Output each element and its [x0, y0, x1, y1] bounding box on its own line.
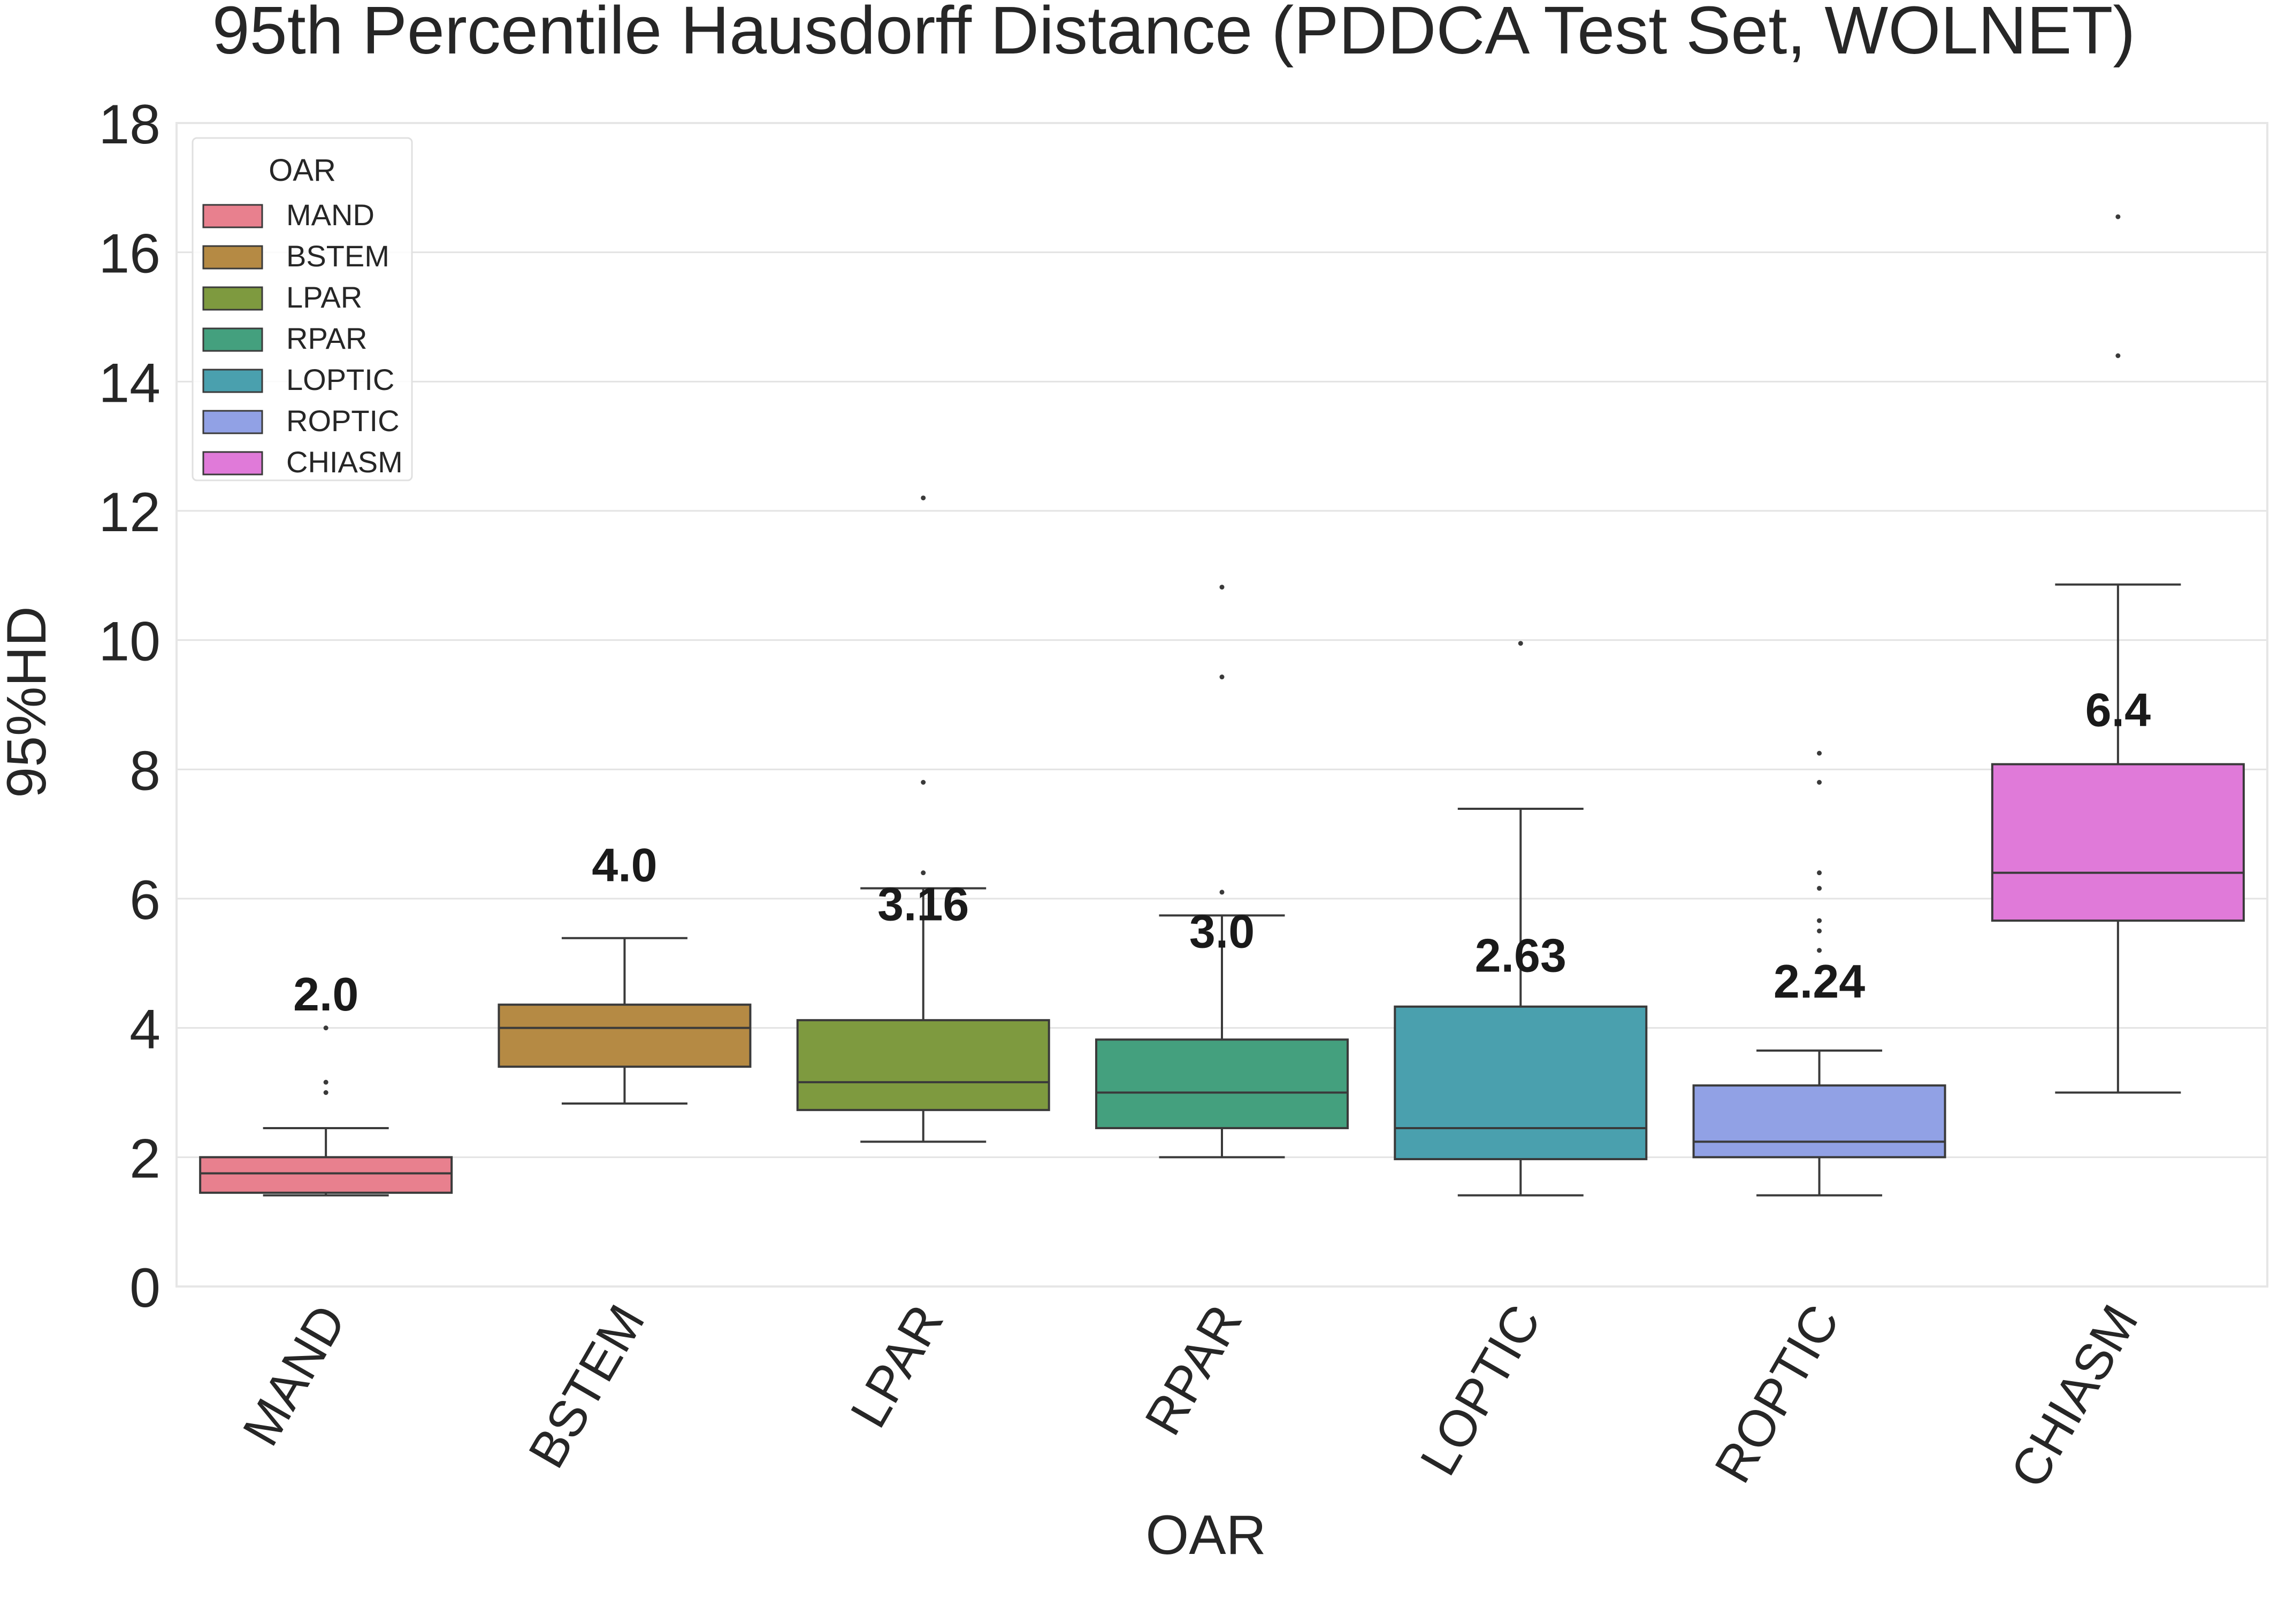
legend-label: LPAR	[286, 280, 362, 314]
outlier-point	[1817, 918, 1822, 923]
legend-swatch	[202, 327, 263, 352]
outlier-point	[921, 870, 926, 876]
boxes: 2.0 4.0 3.16 3.0 2.63 2.24 6.4	[199, 214, 2245, 1197]
median-label: 2.24	[1774, 955, 1865, 1008]
y-tick-label: 8	[129, 740, 160, 802]
box-group: 2.24	[1692, 750, 1946, 1197]
median-label: 2.63	[1475, 929, 1566, 982]
legend-swatch	[202, 245, 263, 270]
box-group: 2.0	[199, 968, 453, 1197]
legend-swatch	[202, 369, 263, 393]
box-iqr	[796, 1019, 1050, 1112]
median-label: 6.4	[2085, 684, 2151, 737]
x-axis-label: OAR	[1145, 1504, 1266, 1566]
box-iqr	[498, 1003, 752, 1068]
median-label: 4.0	[592, 839, 657, 892]
legend-label: MAND	[286, 198, 374, 232]
box-group: 6.4	[1991, 214, 2245, 1094]
outlier-point	[1817, 870, 1822, 876]
outlier-point	[323, 1090, 328, 1095]
box-iqr	[1991, 763, 2245, 922]
outlier-point	[921, 495, 926, 501]
box-iqr	[1095, 1038, 1349, 1129]
box-group: 3.0	[1095, 585, 1349, 1159]
legend-swatch	[202, 286, 263, 311]
legend-swatch	[202, 410, 263, 434]
median-label: 2.0	[293, 968, 358, 1021]
y-tick-label: 0	[129, 1257, 160, 1319]
outlier-point	[1219, 675, 1225, 680]
outlier-point	[1219, 585, 1225, 590]
outlier-point	[1219, 890, 1225, 895]
median-label: 3.0	[1189, 905, 1255, 957]
box-iqr	[199, 1156, 453, 1194]
outlier-point	[1817, 750, 1822, 756]
outlier-point	[2115, 214, 2121, 219]
outlier-point	[1817, 780, 1822, 785]
y-tick-labels: 0 2 4 6 8 10 12 14 16 18	[98, 94, 160, 1319]
legend-label: LOPTIC	[286, 363, 394, 396]
y-tick-label: 18	[98, 94, 160, 156]
y-tick-label: 12	[98, 481, 160, 543]
legend-swatch	[202, 204, 263, 228]
outlier-point	[1518, 641, 1523, 646]
legend-label: BSTEM	[286, 239, 389, 273]
y-tick-label: 4	[129, 999, 160, 1061]
legend-label: RPAR	[286, 321, 367, 355]
outlier-point	[1817, 948, 1822, 953]
plot-frame	[175, 122, 2268, 1288]
outlier-point	[1817, 928, 1822, 933]
box-group: 2.63	[1394, 641, 1648, 1197]
chart-title: 95th Percentile Hausdorff Distance (PDDC…	[212, 0, 2136, 68]
outlier-point	[323, 1079, 328, 1085]
legend-items: MAND BSTEM LPAR RPAR LOPTIC ROPTIC CHIASM	[202, 198, 403, 479]
y-axis-label: 95%HD	[0, 606, 58, 798]
outlier-point	[2115, 353, 2121, 358]
y-tick-label: 14	[98, 352, 160, 414]
y-tick-label: 10	[98, 611, 160, 673]
y-tick-label: 2	[129, 1128, 160, 1190]
legend: OAR MAND BSTEM LPAR RPAR LOPTIC ROPTIC CHIASM	[192, 137, 413, 481]
legend-swatch	[202, 451, 263, 476]
outlier-point	[921, 780, 926, 785]
y-tick-label: 6	[129, 869, 160, 931]
box-iqr	[1394, 1005, 1648, 1160]
box-group: 4.0	[498, 839, 752, 1105]
legend-title: OAR	[269, 153, 336, 188]
box-iqr	[1692, 1084, 1946, 1159]
outlier-point	[323, 1025, 328, 1031]
median-label: 3.16	[877, 878, 969, 931]
y-tick-label: 16	[98, 223, 160, 285]
box-group: 3.16	[796, 495, 1050, 1143]
legend-label: CHIASM	[286, 445, 403, 479]
legend-label: ROPTIC	[286, 404, 400, 438]
outlier-point	[1817, 886, 1822, 891]
